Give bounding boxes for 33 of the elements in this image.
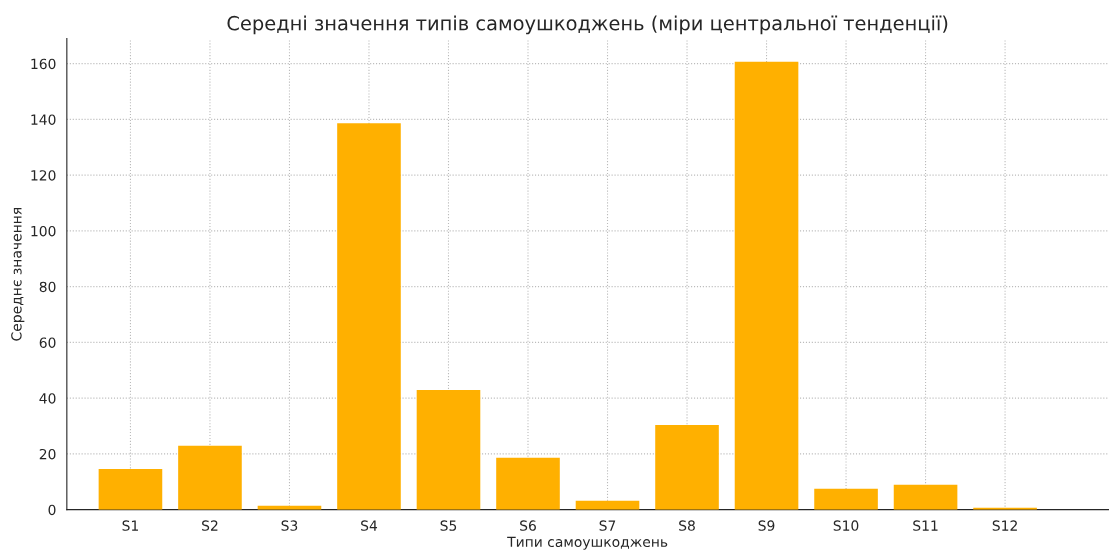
x-tick-label: S6 bbox=[520, 520, 536, 531]
x-tick-label: S3 bbox=[281, 520, 298, 531]
x-tick-label: S8 bbox=[679, 520, 695, 531]
bar bbox=[496, 457, 560, 510]
y-tick-label: 100 bbox=[31, 225, 56, 237]
x-tick-label: S9 bbox=[758, 520, 775, 531]
bar bbox=[814, 488, 878, 510]
y-axis-title: Середнє значення bbox=[11, 208, 25, 341]
y-tick-label: 60 bbox=[39, 337, 56, 348]
y-tick-label: 0 bbox=[48, 504, 56, 516]
x-tick-label: S10 bbox=[833, 520, 859, 531]
y-tick-label: 20 bbox=[39, 448, 56, 460]
bar bbox=[655, 424, 719, 510]
bar bbox=[178, 445, 242, 510]
x-tick-label: S1 bbox=[122, 520, 138, 531]
y-tick-label: 80 bbox=[39, 281, 56, 293]
x-tick-label: S12 bbox=[992, 520, 1017, 531]
x-tick-label: S5 bbox=[440, 520, 457, 531]
bar bbox=[98, 468, 163, 510]
x-tick-label: S7 bbox=[599, 520, 616, 531]
y-tick-label: 160 bbox=[31, 58, 56, 70]
x-tick-label: S2 bbox=[202, 520, 218, 531]
x-tick-label: S4 bbox=[361, 520, 378, 531]
bar bbox=[416, 390, 481, 510]
bar bbox=[734, 61, 799, 510]
y-tick-label: 120 bbox=[31, 170, 56, 181]
x-axis-title: Типи самоушкоджень bbox=[507, 536, 668, 550]
y-tick-label: 40 bbox=[39, 393, 56, 404]
x-tick-label: S11 bbox=[913, 520, 938, 531]
bar bbox=[337, 123, 401, 510]
y-tick-label: 140 bbox=[31, 114, 56, 125]
chart-title: Середні значення типів самоушкоджень (міри центральної тенденції) bbox=[227, 15, 948, 35]
bar bbox=[893, 484, 958, 510]
